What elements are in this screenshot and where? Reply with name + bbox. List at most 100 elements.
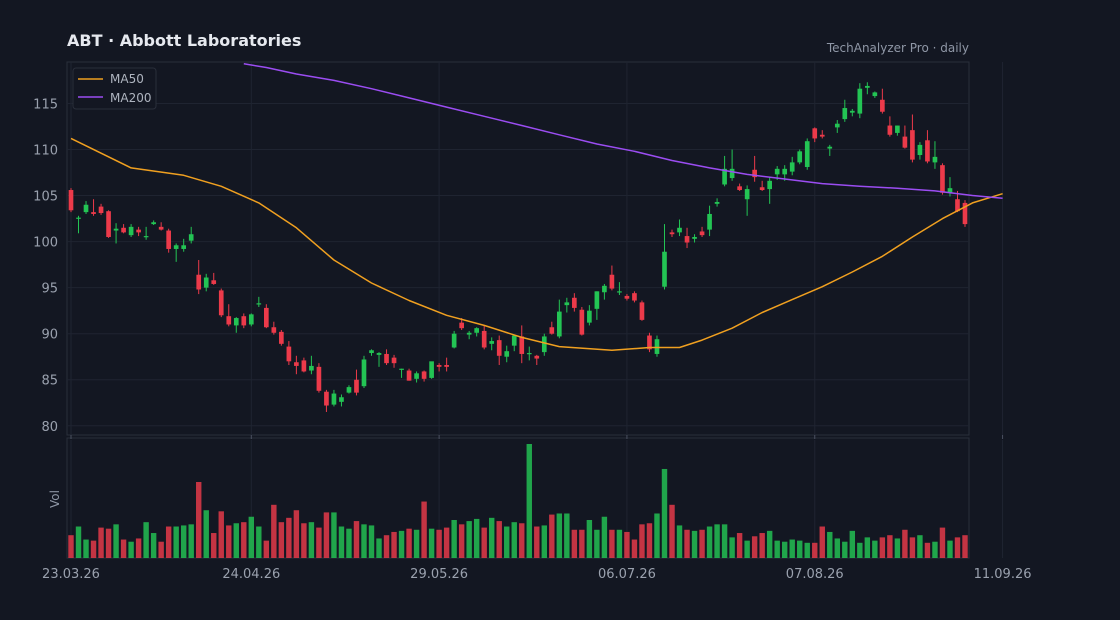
volume-bar	[338, 526, 345, 558]
candle-body	[744, 189, 750, 200]
candle-body	[158, 226, 164, 230]
candle-body	[895, 125, 900, 133]
candle-body	[804, 141, 810, 167]
volume-bar	[774, 540, 780, 558]
volume-bar	[879, 537, 886, 558]
candle-body	[639, 302, 645, 320]
price-axis: 80 85 90 95 100 105 110 115	[33, 97, 58, 434]
legend-ma50-label: MA50	[110, 72, 144, 86]
candle-body	[166, 230, 171, 249]
volume-bar	[428, 528, 435, 558]
candle-body	[136, 229, 141, 233]
volume-bar	[887, 535, 893, 558]
candle-body	[429, 361, 434, 378]
volume-bar	[819, 526, 825, 558]
candle-body	[752, 169, 757, 178]
volume-bar	[68, 535, 74, 558]
volume-bar	[511, 522, 517, 558]
volume-bar	[766, 530, 773, 558]
candle-body	[256, 303, 262, 305]
candle-body	[819, 134, 825, 137]
volume-bar	[421, 501, 427, 558]
candle-body	[151, 222, 156, 225]
candle-body	[677, 227, 682, 233]
volume-bar	[489, 517, 495, 558]
volume-bar	[962, 535, 968, 558]
volume-bar	[706, 526, 713, 558]
candle-body	[188, 234, 194, 241]
legend-ma200-label: MA200	[110, 91, 151, 105]
candles	[68, 82, 968, 412]
candle-body	[496, 340, 502, 356]
volume-bar	[391, 531, 397, 558]
candle-body	[962, 202, 968, 225]
candle-body	[399, 368, 404, 370]
candle-body	[406, 370, 412, 381]
volume-bar	[376, 538, 382, 558]
candle-body	[354, 379, 359, 393]
moving-averages	[70, 63, 1003, 352]
candle-body	[271, 327, 277, 333]
volume-bar	[361, 524, 367, 558]
candle-body	[714, 201, 720, 204]
volume-panel-frame	[66, 437, 970, 559]
date-tick-label: 11.09.26	[974, 567, 1032, 582]
candle-body	[83, 204, 89, 213]
volume-bar	[90, 540, 97, 558]
volume-bar	[143, 522, 149, 558]
candle-body	[624, 295, 630, 299]
volume-bar	[661, 468, 668, 558]
candle-body	[286, 346, 292, 362]
candle-body	[857, 88, 863, 114]
candle-body	[384, 353, 389, 364]
candle-body	[279, 331, 284, 344]
price-panel-frame	[66, 61, 970, 436]
candle-body	[722, 168, 727, 185]
candle-body	[617, 291, 622, 293]
candle-body	[902, 136, 908, 148]
volume-bar	[549, 514, 555, 558]
candle-body	[226, 316, 232, 325]
candle-body	[955, 199, 960, 212]
volume-bar	[624, 531, 630, 558]
volume-bar	[323, 512, 330, 558]
volume-bar	[804, 542, 810, 558]
candle-body	[759, 187, 765, 191]
candle-body	[940, 165, 945, 193]
chart-subtitle: TechAnalyzer Pro · daily	[826, 41, 969, 55]
volume-bar	[413, 529, 420, 558]
candle-body	[699, 231, 705, 236]
price-tick-label: 80	[41, 420, 58, 435]
volume-bar	[534, 526, 540, 558]
candle-body	[707, 213, 712, 230]
volume-bar	[947, 540, 953, 558]
candle-body	[414, 373, 419, 379]
candle-body	[339, 397, 344, 402]
volume-bar	[75, 526, 82, 558]
volume-bar	[586, 520, 593, 558]
candle-body	[466, 332, 472, 335]
candle-body	[579, 309, 585, 335]
volume-bars	[68, 444, 968, 558]
candle-body	[181, 245, 187, 249]
volume-bar	[594, 529, 600, 558]
candle-body	[654, 339, 660, 354]
volume-bar	[902, 529, 908, 558]
candle-body	[331, 393, 337, 405]
volume-bar	[729, 537, 735, 558]
volume-bar	[669, 504, 675, 558]
candle-body	[947, 188, 953, 193]
candle-body	[451, 333, 457, 348]
candle-body	[203, 277, 209, 288]
volume-bar	[564, 513, 570, 558]
candle-body	[369, 350, 374, 354]
price-tick-label: 110	[33, 143, 58, 158]
volume-bar	[954, 537, 961, 558]
candle-body	[68, 190, 74, 211]
volume-bar	[609, 529, 615, 558]
volume-bar	[932, 541, 938, 558]
candle-body	[789, 162, 795, 172]
candle-body	[211, 280, 217, 284]
grid	[67, 62, 1004, 558]
